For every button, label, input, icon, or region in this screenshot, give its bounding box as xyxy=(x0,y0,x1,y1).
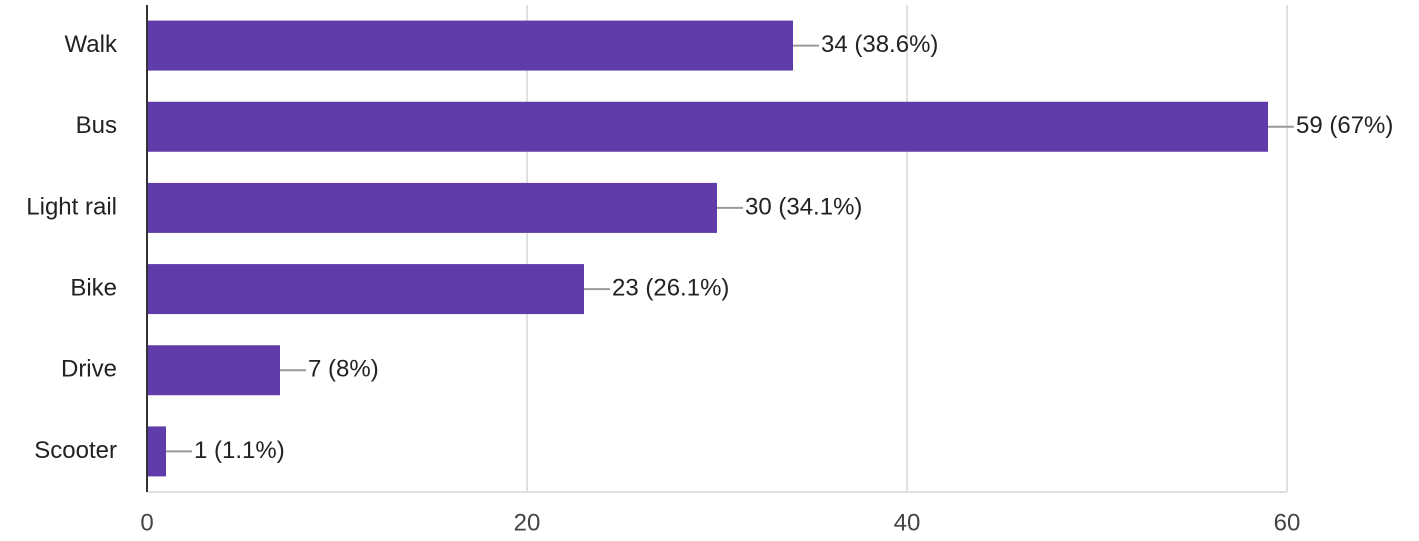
y-tick-label: Bus xyxy=(76,112,117,139)
value-label: 7 (8%) xyxy=(308,356,379,383)
value-label: 59 (67%) xyxy=(1296,112,1393,139)
value-label: 23 (26.1%) xyxy=(612,274,729,301)
y-tick-label: Light rail xyxy=(26,193,117,220)
value-label: 34 (38.6%) xyxy=(821,31,938,58)
bar xyxy=(147,20,793,71)
bar xyxy=(147,264,584,315)
bar xyxy=(147,101,1268,152)
y-tick-label: Drive xyxy=(61,356,117,383)
x-tick-label: 20 xyxy=(514,509,541,536)
y-tick-label: Walk xyxy=(65,31,118,58)
value-label: 30 (34.1%) xyxy=(745,193,862,220)
bar xyxy=(147,182,717,233)
y-tick-label: Scooter xyxy=(34,437,117,464)
y-tick-label: Bike xyxy=(70,274,117,301)
x-tick-label: 0 xyxy=(140,509,153,536)
bar xyxy=(147,426,166,477)
x-tick-label: 40 xyxy=(894,509,921,536)
bar xyxy=(147,345,280,396)
x-tick-label: 60 xyxy=(1274,509,1301,536)
value-label: 1 (1.1%) xyxy=(194,437,285,464)
